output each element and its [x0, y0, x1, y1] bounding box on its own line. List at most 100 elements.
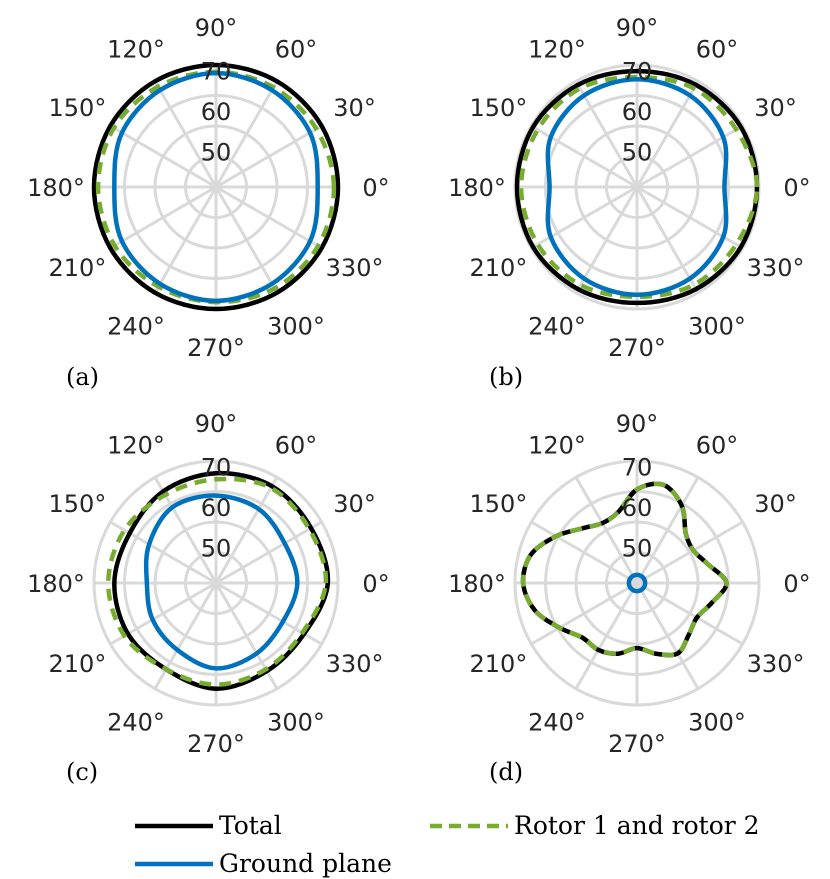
- r-tick-label: 70: [622, 57, 653, 85]
- grid-spoke: [109, 185, 217, 250]
- grid-spoke: [530, 581, 638, 646]
- angle-label: 210°: [49, 254, 107, 282]
- angle-label: 180°: [27, 174, 85, 202]
- series-line-ground-plane: [143, 493, 300, 671]
- angle-label: 0°: [362, 174, 389, 202]
- grid-spoke: [574, 186, 639, 294]
- r-tick-label: 60: [622, 98, 653, 126]
- r-tick-label: 60: [201, 98, 232, 126]
- grid-spoke: [530, 520, 638, 585]
- legend-label-rotors: Rotor 1 and rotor 2: [514, 811, 760, 840]
- legend-label-total: Total: [219, 811, 282, 840]
- series-line-rotors: [520, 481, 729, 658]
- grid-spoke: [153, 80, 218, 188]
- angle-label: 120°: [528, 35, 586, 63]
- grid-spoke: [635, 186, 700, 294]
- series-line-total: [91, 62, 341, 312]
- angle-label: 300°: [688, 709, 746, 737]
- grid-spoke: [215, 124, 323, 189]
- angle-label: 240°: [528, 709, 586, 737]
- angle-label: 330°: [747, 254, 805, 282]
- r-tick-label: 70: [622, 453, 653, 481]
- angle-label: 210°: [49, 650, 107, 678]
- grid-spoke: [214, 476, 279, 584]
- angle-label: 270°: [187, 730, 245, 758]
- r-tick-label: 50: [622, 139, 653, 167]
- grid-spoke: [574, 582, 639, 690]
- angle-label: 150°: [470, 490, 528, 518]
- panel-label-d: (d): [489, 758, 523, 786]
- legend-label-ground-plane: Ground plane: [219, 849, 392, 878]
- angle-label: 330°: [326, 650, 384, 678]
- polar-plot-c: 50 60 70 0° 30° 60° 90° 120° 150° 180° 210° 240° 270…: [27, 410, 390, 786]
- series-line-ground-plane: [545, 76, 729, 298]
- r-tick-label: 70: [201, 453, 232, 481]
- angle-label: 90°: [616, 14, 659, 42]
- angle-label: 330°: [326, 254, 384, 282]
- polar-plot-d: 50 60 70 0° 30° 60° 90° 120° 150° 180° 210° 240° 270…: [448, 410, 811, 786]
- angle-label: 0°: [783, 570, 810, 598]
- grid-spoke: [635, 80, 700, 188]
- angle-label: 90°: [616, 410, 659, 438]
- angle-label: 210°: [470, 650, 528, 678]
- series-line-ground-plane: [626, 572, 648, 594]
- angle-label: 270°: [608, 334, 666, 362]
- grid-spoke: [215, 185, 323, 250]
- grid-spoke: [214, 80, 279, 188]
- grid-spoke: [215, 520, 323, 585]
- series-line-rotors: [95, 69, 337, 305]
- angle-label: 120°: [107, 431, 165, 459]
- angle-label: 270°: [187, 334, 245, 362]
- series-line-rotors: [518, 74, 760, 300]
- angle-label: 240°: [107, 709, 165, 737]
- angle-label: 150°: [49, 94, 107, 122]
- angle-label: 210°: [470, 254, 528, 282]
- angle-label: 180°: [27, 570, 85, 598]
- panel-label-c: (c): [66, 758, 98, 786]
- panel-label-b: (b): [489, 363, 523, 391]
- polar-panels: 50 60 70 0° 30° 60° 90° 120° 150° 180° 210° 240° 270…: [27, 14, 811, 786]
- angle-label: 300°: [267, 709, 325, 737]
- grid-spoke: [109, 124, 217, 189]
- legend: Total Rotor 1 and rotor 2 Ground plane: [135, 811, 760, 878]
- grid-spoke: [635, 582, 700, 690]
- angle-label: 270°: [608, 730, 666, 758]
- angle-label: 330°: [747, 650, 805, 678]
- angle-label: 240°: [107, 313, 165, 341]
- angle-label: 90°: [195, 410, 238, 438]
- grid-spoke: [574, 80, 639, 188]
- angle-label: 180°: [448, 174, 506, 202]
- grid-spoke: [574, 476, 639, 584]
- panel-label-a: (a): [66, 363, 99, 391]
- series-line-rotors: [105, 476, 329, 687]
- grid-spoke: [214, 186, 279, 294]
- angle-label: 60°: [275, 431, 318, 459]
- polar-plot-b: 50 60 70 0° 30° 60° 90° 120° 150° 180° 210° 240° 270…: [448, 14, 811, 391]
- angle-label: 30°: [754, 490, 797, 518]
- angle-label: 30°: [333, 490, 376, 518]
- angle-label: 120°: [107, 35, 165, 63]
- angle-label: 180°: [448, 570, 506, 598]
- r-tick-label: 70: [201, 57, 232, 85]
- angle-label: 300°: [688, 313, 746, 341]
- angle-label: 240°: [528, 313, 586, 341]
- angle-label: 120°: [528, 431, 586, 459]
- r-tick-label: 50: [201, 139, 232, 167]
- grid-spoke: [636, 581, 744, 646]
- angle-label: 60°: [696, 431, 739, 459]
- series-line-total: [514, 68, 760, 306]
- angle-label: 30°: [754, 94, 797, 122]
- angle-label: 150°: [49, 490, 107, 518]
- angle-label: 60°: [696, 35, 739, 63]
- series-line-ground-plane: [112, 70, 320, 304]
- angle-label: 150°: [470, 94, 528, 122]
- r-tick-label: 50: [622, 535, 653, 563]
- grid-spoke: [636, 520, 744, 585]
- r-tick-label: 60: [201, 494, 232, 522]
- angle-label: 30°: [333, 94, 376, 122]
- angle-label: 300°: [267, 313, 325, 341]
- r-tick-label: 50: [201, 535, 232, 563]
- grid-spoke: [153, 186, 218, 294]
- angle-label: 0°: [362, 570, 389, 598]
